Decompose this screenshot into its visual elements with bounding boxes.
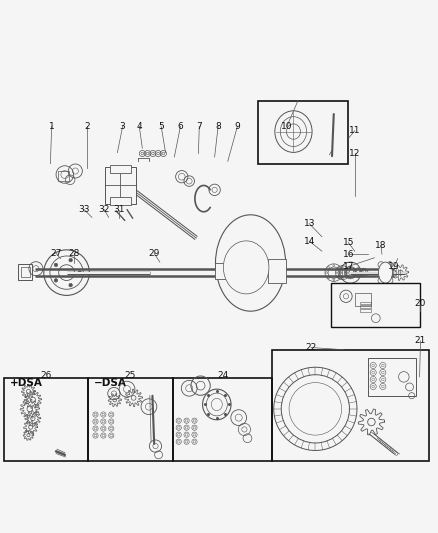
- Text: 12: 12: [349, 149, 360, 158]
- Text: 9: 9: [234, 122, 240, 131]
- Bar: [215, 263, 251, 279]
- Bar: [272, 350, 429, 462]
- Circle shape: [78, 271, 81, 274]
- Text: 17: 17: [343, 262, 354, 271]
- Ellipse shape: [215, 215, 286, 311]
- Text: −DSA: −DSA: [94, 378, 127, 387]
- Text: 15: 15: [343, 238, 354, 247]
- Text: 21: 21: [415, 336, 426, 345]
- Text: 27: 27: [50, 249, 62, 258]
- Text: 7: 7: [196, 122, 202, 131]
- Ellipse shape: [206, 393, 227, 416]
- Bar: [368, 359, 416, 395]
- Text: 18: 18: [375, 241, 387, 250]
- Bar: [331, 283, 420, 327]
- Ellipse shape: [202, 389, 231, 420]
- Bar: [105, 167, 136, 204]
- Text: 6: 6: [177, 122, 184, 131]
- Text: 2: 2: [84, 122, 89, 131]
- Circle shape: [54, 279, 58, 282]
- Text: 26: 26: [41, 370, 52, 379]
- Text: 1: 1: [49, 122, 55, 131]
- Text: 11: 11: [349, 126, 360, 135]
- Text: 19: 19: [389, 262, 400, 271]
- Ellipse shape: [378, 262, 392, 283]
- Bar: [88, 378, 173, 462]
- Text: 8: 8: [215, 122, 221, 131]
- Text: +DSA: +DSA: [10, 378, 42, 387]
- Bar: [4, 378, 88, 462]
- Text: 29: 29: [148, 249, 160, 258]
- Text: 20: 20: [415, 299, 426, 308]
- Bar: [173, 378, 272, 462]
- Bar: [355, 293, 371, 306]
- Bar: [360, 302, 371, 304]
- Bar: [21, 266, 30, 277]
- Bar: [268, 259, 286, 282]
- Ellipse shape: [286, 124, 300, 139]
- Bar: [110, 197, 131, 205]
- Ellipse shape: [211, 398, 222, 410]
- Text: 24: 24: [217, 370, 228, 379]
- Ellipse shape: [275, 111, 312, 152]
- Text: 14: 14: [304, 237, 315, 246]
- Text: 3: 3: [120, 122, 126, 131]
- Text: 16: 16: [343, 250, 354, 259]
- Bar: [58, 172, 69, 181]
- Bar: [18, 264, 32, 280]
- Text: 22: 22: [305, 343, 317, 352]
- Circle shape: [69, 284, 72, 287]
- Text: 13: 13: [304, 219, 315, 228]
- Text: 28: 28: [68, 249, 79, 258]
- Text: 4: 4: [137, 122, 142, 131]
- Text: 32: 32: [99, 205, 110, 214]
- Bar: [110, 165, 131, 173]
- Circle shape: [54, 263, 58, 266]
- Text: 33: 33: [78, 205, 90, 214]
- Ellipse shape: [223, 241, 269, 294]
- Bar: [360, 305, 371, 308]
- Text: 10: 10: [281, 122, 293, 131]
- Text: 5: 5: [158, 122, 164, 131]
- Text: 25: 25: [125, 370, 136, 379]
- Bar: [360, 310, 371, 312]
- Ellipse shape: [280, 117, 307, 147]
- Bar: [258, 101, 348, 164]
- Text: 31: 31: [113, 205, 125, 214]
- Circle shape: [69, 259, 72, 262]
